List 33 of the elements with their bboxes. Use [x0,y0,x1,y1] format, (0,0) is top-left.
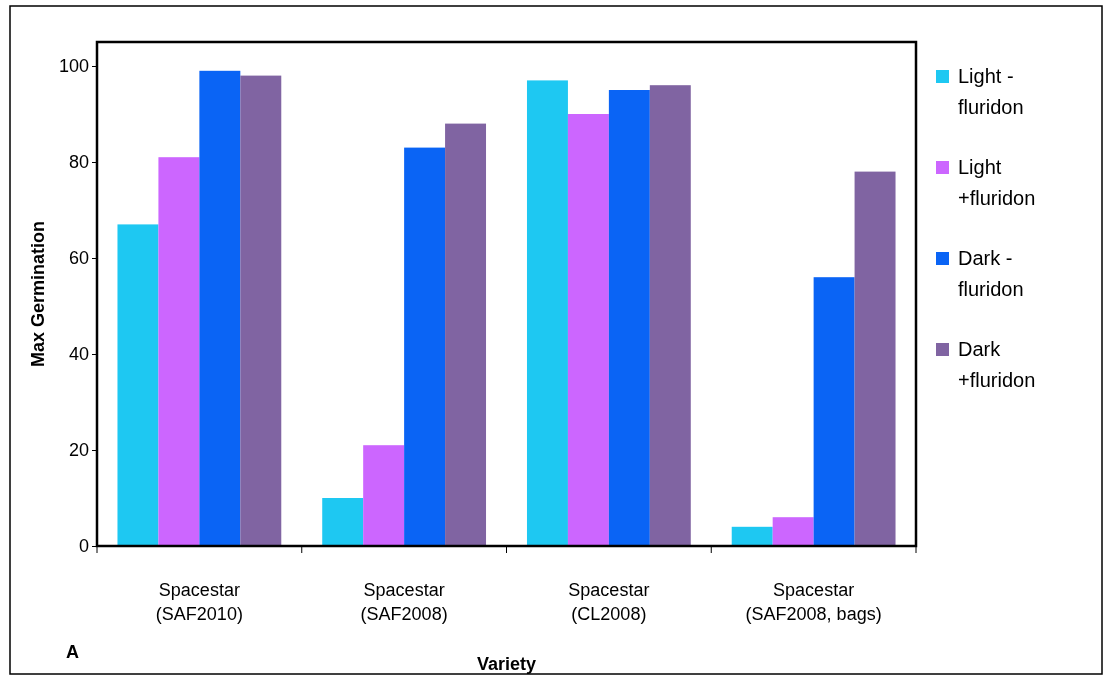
bar [813,277,855,546]
x-tick-label: Spacestar (SAF2008) [360,580,448,624]
x-tick-label: Spacestar (CL2008) [568,580,650,624]
y-axis-title: Max Germination [28,220,48,368]
bar [158,157,200,546]
bar [608,90,650,546]
bar [854,171,896,546]
y-tick-label: 40 [68,344,89,365]
y-tick-label: 100 [58,56,89,77]
bar [404,147,446,546]
bar [240,75,282,546]
legend-label: Dark - fluridon [958,247,1024,300]
bar [649,85,691,546]
bar [526,80,568,546]
bar [567,114,609,546]
bar [117,224,159,546]
x-tick-label: Spacestar (SAF2010) [155,580,243,624]
x-tick-label: Spacestar (SAF2008, bags) [745,580,882,624]
legend-label: Light +fluridon [958,156,1036,209]
bar [363,445,405,546]
y-tick-label: 0 [78,536,89,557]
text: A [66,642,79,662]
legend-label: Light - fluridon [958,65,1024,118]
y-tick-label: 20 [68,440,89,461]
bar [772,517,814,546]
x-axis-title: Variety [476,654,537,674]
y-tick-label: 60 [68,248,89,269]
y-tick-label: 80 [68,152,89,173]
legend-label: Dark +fluridon [958,338,1036,391]
bar [731,526,773,546]
bar [445,123,487,546]
bar [199,70,241,546]
bar [322,498,364,546]
